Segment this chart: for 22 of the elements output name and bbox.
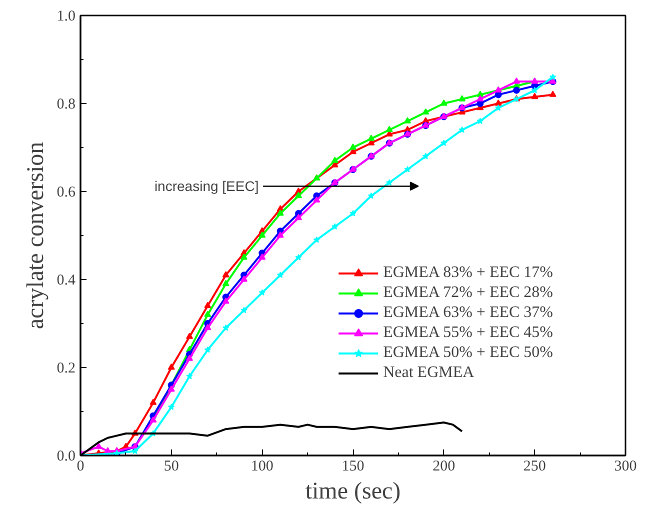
- y-tick-label: 1.0: [56, 8, 76, 24]
- y-tick-label: 0.6: [56, 184, 76, 200]
- legend-label: Neat EGMEA: [383, 364, 474, 382]
- y-tick-label: 0.8: [56, 96, 76, 112]
- y-tick-label: 0.4: [56, 272, 76, 288]
- legend-label: EGMEA 63% + EEC 37%: [383, 304, 553, 322]
- annotation: increasing [EEC]: [154, 178, 259, 194]
- x-axis-title: time (sec): [305, 478, 401, 504]
- x-tick-label: 0: [76, 458, 84, 474]
- legend-label: EGMEA 50% + EEC 50%: [383, 344, 553, 362]
- x-tick-label: 50: [164, 458, 179, 474]
- legend-label: EGMEA 72% + EEC 28%: [383, 284, 553, 302]
- x-tick-label: 300: [614, 458, 637, 474]
- y-tick-label: 0.2: [56, 360, 76, 376]
- x-tick-label: 250: [523, 458, 546, 474]
- y-axis-title: acrylate conversion: [22, 142, 49, 330]
- x-tick-label: 100: [250, 458, 274, 474]
- legend-label: EGMEA 83% + EEC 17%: [383, 264, 553, 282]
- x-tick-label: 200: [432, 458, 456, 474]
- x-tick-label: 150: [342, 458, 364, 474]
- y-tick-label: 0.0: [56, 448, 76, 464]
- legend-label: EGMEA 55% + EEC 45%: [383, 324, 553, 342]
